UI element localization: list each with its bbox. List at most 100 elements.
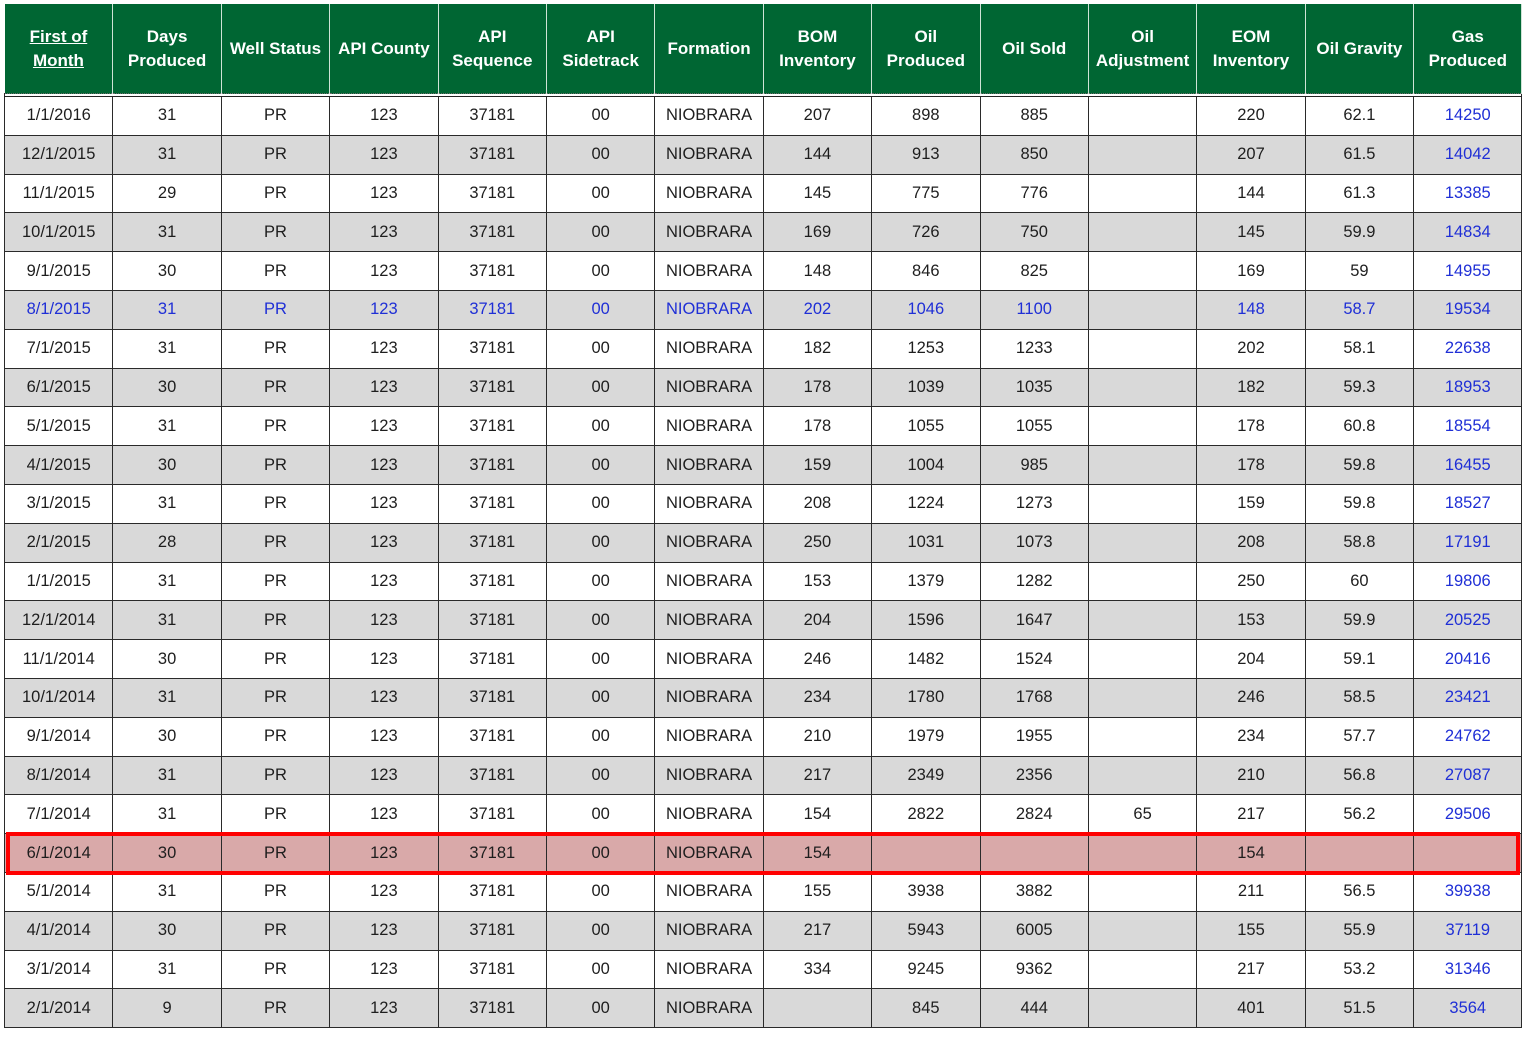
header-label-line2[interactable]: Month: [32, 50, 84, 70]
cell-oil-produced: 1379: [871, 561, 981, 602]
cell-eom-inventory: 154: [1196, 833, 1306, 873]
cell-eom-inventory: 159: [1196, 483, 1306, 524]
cell-formation: NIOBRARA: [654, 639, 764, 679]
cell-bom-inventory: 234: [762, 677, 873, 718]
cell-oil-gravity: 53.2: [1304, 949, 1415, 990]
cell-eom-inventory: 217: [1196, 949, 1306, 990]
table-row[interactable]: 4/1/2015 30 PR 123 37181 00 NIOBRARA 159 1004 985…: [3, 445, 1523, 485]
cell-gas-produced[interactable]: 18554: [1413, 406, 1523, 447]
table-row[interactable]: 7/1/2014 31 PR 123 37181 00 NIOBRARA 154 2822 282…: [3, 794, 1523, 835]
cell-api-county: 123: [329, 600, 439, 641]
cell-oil-gravity: 58.7: [1304, 289, 1415, 330]
cell-gas-produced[interactable]: 20525: [1413, 600, 1523, 641]
cell-eom-inventory: 210: [1196, 755, 1306, 796]
cell-gas-produced[interactable]: 3564: [1413, 988, 1523, 1029]
table-row[interactable]: 10/1/2014 31 PR 123 37181 00 NIOBRARA 234 1780 17…: [3, 677, 1523, 718]
cell-gas-produced[interactable]: 19534: [1413, 289, 1523, 330]
table-row[interactable]: 9/1/2015 30 PR 123 37181 00 NIOBRARA 148 846 825 1…: [3, 251, 1523, 291]
cell-formation: NIOBRARA: [654, 522, 764, 563]
header-first-of-month[interactable]: First of Month: [4, 4, 114, 94]
table-row[interactable]: 2/1/2015 28 PR 123 37181 00 NIOBRARA 250 1031 107…: [3, 522, 1523, 563]
table-row[interactable]: 12/1/2014 31 PR 123 37181 00 NIOBRARA 204 1596 16…: [3, 600, 1523, 641]
cell-gas-produced[interactable]: 19806: [1413, 561, 1523, 602]
cell-days-produced: 30: [112, 639, 222, 679]
header-label-line1: Oil: [914, 26, 938, 46]
cell-gas-produced[interactable]: 37119: [1413, 910, 1523, 951]
cell-first-of-month: 7/1/2014: [3, 794, 114, 835]
header-label-line2: Produced: [127, 50, 207, 70]
table-row[interactable]: 12/1/2015 31 PR 123 37181 00 NIOBRARA 144 913 850…: [3, 134, 1523, 175]
cell-gas-produced[interactable]: 18527: [1413, 483, 1523, 524]
cell-api-sidetrack: 00: [545, 134, 656, 175]
cell-bom-inventory: 169: [762, 212, 873, 253]
cell-well-status: PR: [220, 871, 331, 912]
table-row[interactable]: 5/1/2015 31 PR 123 37181 00 NIOBRARA 178 1055 105…: [3, 406, 1523, 447]
table-row[interactable]: 2/1/2014 9 PR 123 37181 00 NIOBRARA 845 444 401 51…: [3, 988, 1523, 1029]
cell-gas-produced[interactable]: 22638: [1413, 328, 1523, 369]
table-row[interactable]: 7/1/2015 31 PR 123 37181 00 NIOBRARA 182 1253 123…: [3, 328, 1523, 369]
cell-gas-produced[interactable]: 13385: [1413, 173, 1523, 214]
cell-first-of-month: 2/1/2014: [3, 988, 114, 1029]
table-row[interactable]: 4/1/2014 30 PR 123 37181 00 NIOBRARA 217 5943 600…: [3, 910, 1523, 951]
cell-well-status: PR: [220, 483, 331, 524]
cell-gas-produced[interactable]: 17191: [1413, 522, 1523, 563]
cell-gas-produced[interactable]: 14955: [1413, 251, 1523, 291]
cell-gas-produced[interactable]: 20416: [1413, 639, 1523, 679]
cell-gas-produced[interactable]: 18953: [1413, 367, 1523, 408]
cell-gas-produced[interactable]: 39938: [1413, 871, 1523, 912]
cell-api-sidetrack: 00: [545, 833, 656, 873]
cell-bom-inventory: 153: [762, 561, 873, 602]
cell-gas-produced[interactable]: 27087: [1413, 755, 1523, 796]
cell-well-status: PR: [220, 794, 331, 835]
cell-days-produced: 30: [112, 367, 222, 408]
cell-oil-sold: 985: [979, 445, 1089, 485]
cell-bom-inventory: 246: [762, 639, 873, 679]
cell-eom-inventory: 208: [1196, 522, 1306, 563]
table-row[interactable]: 10/1/2015 31 PR 123 37181 00 NIOBRARA 169 726 750…: [3, 212, 1523, 253]
table-row[interactable]: 1/1/2016 31 PR 123 37181 00 NIOBRARA 207 898 885 2…: [3, 96, 1523, 136]
cell-api-county: 123: [329, 871, 439, 912]
table-row[interactable]: 6/1/2014 30 PR 123 37181 00 NIOBRARA 154 154: [3, 833, 1523, 873]
cell-api-county: 123: [329, 716, 439, 757]
cell-well-status: PR: [220, 600, 331, 641]
cell-oil-gravity: 56.8: [1304, 755, 1415, 796]
table-row[interactable]: 9/1/2014 30 PR 123 37181 00 NIOBRARA 210 1979 195…: [3, 716, 1523, 757]
header-label-line1: BOM: [797, 26, 838, 46]
cell-oil-produced: 1482: [871, 639, 981, 679]
cell-oil-adjustment: [1087, 561, 1198, 602]
table-row[interactable]: 8/1/2014 31 PR 123 37181 00 NIOBRARA 217 2349 235…: [3, 755, 1523, 796]
table-row[interactable]: 5/1/2014 31 PR 123 37181 00 NIOBRARA 155 3938 388…: [3, 871, 1523, 912]
cell-gas-produced[interactable]: 29506: [1413, 794, 1523, 835]
cell-api-county: 123: [329, 96, 439, 136]
table-row[interactable]: 3/1/2014 31 PR 123 37181 00 NIOBRARA 334 9245 936…: [3, 949, 1523, 990]
cell-oil-produced: 846: [871, 251, 981, 291]
header-label-line1[interactable]: First of: [29, 26, 88, 46]
table-row[interactable]: 11/1/2015 29 PR 123 37181 00 NIOBRARA 145 775 776…: [3, 173, 1523, 214]
header-row: First of Month Days Produced Well Status API …: [4, 4, 1523, 94]
header-label-line1: EOM: [1231, 26, 1271, 46]
cell-api-sequence: 37181: [437, 483, 547, 524]
cell-oil-sold: 2824: [979, 794, 1089, 835]
cell-gas-produced[interactable]: 23421: [1413, 677, 1523, 718]
table-row[interactable]: 8/1/2015 31 PR 123 37181 00 NIOBRARA 202 1046 110…: [3, 289, 1523, 330]
cell-api-sequence: 37181: [437, 988, 547, 1029]
cell-first-of-month: 10/1/2015: [3, 212, 114, 253]
cell-formation: NIOBRARA: [654, 173, 764, 214]
header-api-county: API County: [329, 4, 439, 94]
cell-gas-produced[interactable]: 14042: [1413, 134, 1523, 175]
cell-api-sidetrack: 00: [545, 910, 656, 951]
table-row[interactable]: 6/1/2015 30 PR 123 37181 00 NIOBRARA 178 1039 103…: [3, 367, 1523, 408]
cell-gas-produced[interactable]: 24762: [1413, 716, 1523, 757]
cell-oil-sold: 444: [979, 988, 1089, 1029]
table-row[interactable]: 11/1/2014 30 PR 123 37181 00 NIOBRARA 246 1482 15…: [3, 639, 1523, 679]
cell-oil-gravity: 61.5: [1304, 134, 1415, 175]
cell-gas-produced[interactable]: 16455: [1413, 445, 1523, 485]
cell-bom-inventory: 148: [762, 251, 873, 291]
table-row[interactable]: 1/1/2015 31 PR 123 37181 00 NIOBRARA 153 1379 128…: [3, 561, 1523, 602]
cell-oil-adjustment: [1087, 600, 1198, 641]
table-row[interactable]: 3/1/2015 31 PR 123 37181 00 NIOBRARA 208 1224 127…: [3, 483, 1523, 524]
cell-oil-produced: 1596: [871, 600, 981, 641]
cell-gas-produced[interactable]: 14834: [1413, 212, 1523, 253]
cell-gas-produced[interactable]: 31346: [1413, 949, 1523, 990]
cell-gas-produced[interactable]: 14250: [1413, 96, 1523, 136]
